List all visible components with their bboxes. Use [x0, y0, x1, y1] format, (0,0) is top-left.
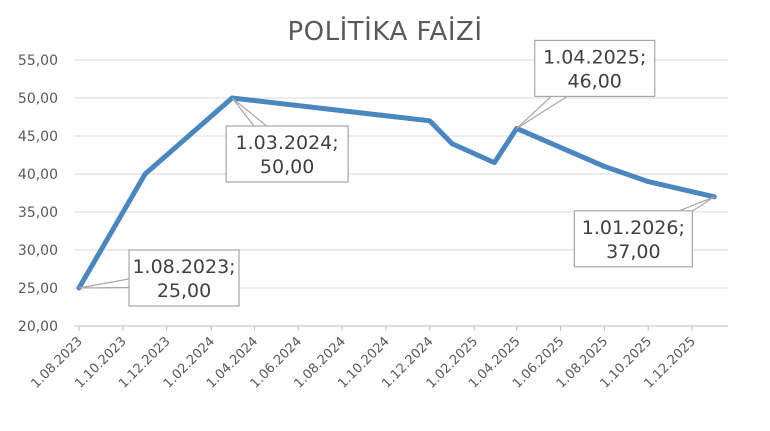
callout-value: 37,00	[606, 241, 660, 263]
y-tick-label: 40,00	[18, 167, 58, 183]
y-tick-label: 50,00	[18, 91, 58, 107]
callout-fill	[130, 251, 239, 305]
callout: 1.04.2025;46,00	[516, 39, 656, 129]
y-tick-label: 45,00	[18, 129, 58, 145]
y-tick-label: 55,00	[18, 53, 58, 69]
callout-date: 1.08.2023;	[132, 256, 235, 278]
y-tick-label: 30,00	[18, 243, 58, 259]
y-axis-ticks: 20,00 25,00 30,00 35,00 40,00 45,00 50,00 55,00	[18, 53, 58, 335]
callout: 1.08.2023;25,00	[78, 249, 240, 307]
callout-value: 25,00	[157, 280, 211, 302]
callout: 1.03.2024;50,00	[225, 97, 349, 183]
y-tick-label: 20,00	[18, 319, 58, 335]
callout-value: 50,00	[260, 156, 314, 178]
data-callouts: 1.08.2023;25,00 1.03.2024;50,00 1.04.2025;…	[78, 39, 715, 307]
callout-fill	[227, 127, 348, 181]
callout-fill	[575, 211, 692, 266]
x-axis-ticks: 1.08.20231.10.20231.12.20231.02.20241.04…	[28, 326, 699, 392]
callout-date: 1.03.2024;	[236, 132, 339, 154]
y-tick-label: 35,00	[18, 205, 58, 221]
callout-date: 1.01.2026;	[582, 217, 685, 239]
callout: 1.01.2026;37,00	[573, 196, 715, 268]
y-tick-label: 25,00	[18, 281, 58, 297]
series-layer	[76, 95, 717, 291]
callout-date: 1.04.2025;	[543, 46, 646, 68]
callout-value: 46,00	[568, 70, 622, 92]
callout-fill	[535, 41, 654, 96]
chart-title: POLİTİKA FAİZİ	[288, 15, 483, 47]
series-line	[76, 95, 717, 291]
